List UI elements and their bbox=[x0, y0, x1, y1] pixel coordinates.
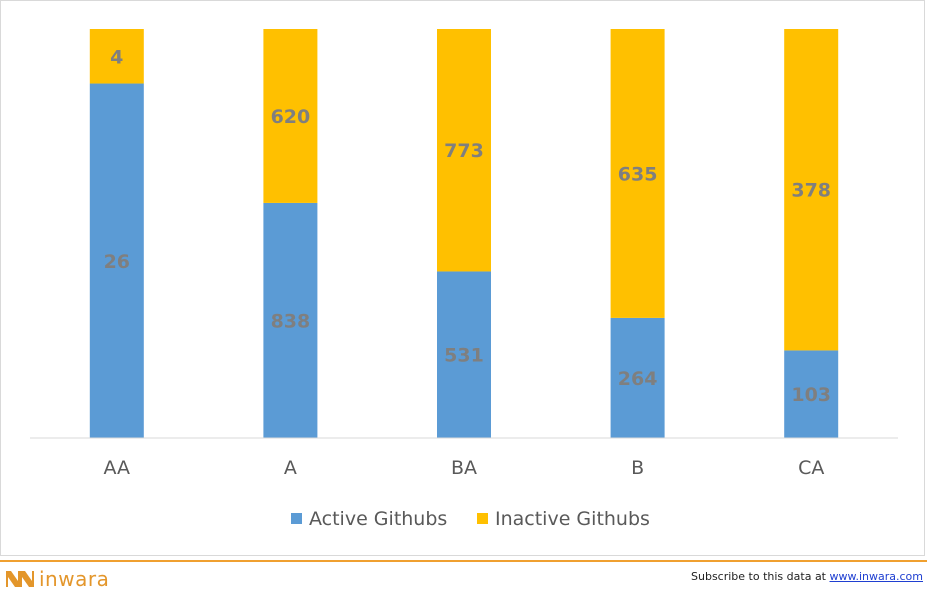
bar-a-inactive-githubs bbox=[263, 29, 318, 203]
data-label-ba-inactive-githubs: 773 bbox=[444, 140, 484, 162]
brand-name: inwara bbox=[39, 567, 110, 591]
bar-a-active-githubs bbox=[263, 202, 318, 438]
x-tick-label-b: B bbox=[631, 457, 644, 479]
inwara-logo-icon bbox=[6, 571, 34, 587]
bar-ba-active-githubs bbox=[437, 271, 491, 438]
x-tick-label-a: A bbox=[284, 457, 297, 479]
x-axis-ticks: AA A BA B CA bbox=[104, 457, 825, 479]
bar-ca-inactive-githubs bbox=[784, 29, 839, 351]
subscribe-label: Subscribe to this data at bbox=[691, 570, 830, 583]
x-tick-label-ca: CA bbox=[798, 457, 824, 479]
legend-label-active-githubs: Active Githubs bbox=[309, 508, 447, 530]
data-label-aa-active-githubs: 26 bbox=[104, 251, 130, 273]
bar-ca-active-githubs bbox=[784, 350, 839, 438]
data-label-aa-inactive-githubs: 4 bbox=[110, 46, 123, 68]
subscribe-link[interactable]: www.inwara.com bbox=[829, 570, 924, 583]
legend-swatch-inactive-githubs bbox=[477, 513, 488, 524]
bar-aa-inactive-githubs bbox=[89, 29, 144, 84]
x-tick-label-aa: AA bbox=[104, 457, 131, 479]
legend: Active Githubs Inactive Githubs bbox=[291, 508, 650, 530]
data-label-b-inactive-githubs: 635 bbox=[618, 163, 658, 185]
data-label-ca-active-githubs: 103 bbox=[791, 384, 831, 406]
data-label-b-active-githubs: 264 bbox=[618, 368, 658, 390]
legend-item-inactive-githubs: Inactive Githubs bbox=[477, 508, 650, 530]
bar-aa-active-githubs bbox=[89, 83, 144, 439]
data-label-ca-inactive-githubs: 378 bbox=[791, 180, 831, 202]
subscribe-text: Subscribe to this data at www.inwara.com bbox=[691, 570, 923, 583]
footer-rule bbox=[0, 560, 927, 562]
legend-item-active-githubs: Active Githubs bbox=[291, 508, 447, 530]
data-label-ba-active-githubs: 531 bbox=[444, 345, 484, 367]
data-label-a-inactive-githubs: 620 bbox=[271, 106, 311, 128]
brand: inwara bbox=[6, 566, 109, 592]
x-tick-label-ba: BA bbox=[451, 457, 477, 479]
data-label-a-active-githubs: 838 bbox=[271, 310, 311, 332]
legend-label-inactive-githubs: Inactive Githubs bbox=[495, 508, 650, 530]
bar-ba-inactive-githubs bbox=[437, 29, 491, 272]
legend-swatch-active-githubs bbox=[291, 513, 302, 524]
bar-b-inactive-githubs bbox=[610, 29, 665, 318]
bar-b-active-githubs bbox=[610, 317, 665, 438]
